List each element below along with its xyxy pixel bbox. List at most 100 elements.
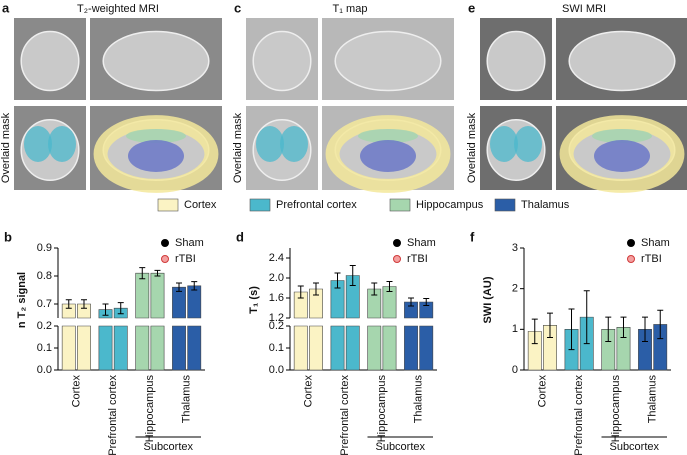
mask-prefrontal: [24, 126, 52, 162]
error-bar: [349, 265, 356, 286]
error-bar: [642, 316, 649, 343]
error-bar: [176, 282, 183, 292]
error-bar: [297, 285, 304, 299]
error-bar: [531, 318, 538, 345]
brain: [20, 30, 80, 92]
legend-label: Sham: [641, 237, 670, 249]
mask-thalamus: [360, 140, 416, 172]
error-bar: [657, 309, 664, 340]
error-bar: [423, 298, 430, 306]
mask-hippocampus: [592, 129, 652, 143]
bar: [367, 288, 382, 371]
y-axis-label: T₁ (s): [248, 286, 260, 314]
y-tick-label: 0.9: [37, 242, 52, 254]
y-tick-label: 0.1: [37, 342, 52, 354]
bar: [98, 309, 113, 371]
brain: [102, 30, 210, 92]
panel-label: b: [4, 229, 12, 244]
x-tick-label: Cortex: [302, 375, 314, 408]
x-tick-label: Hippocampus: [144, 375, 156, 443]
y-tick-label: 2.4: [269, 252, 284, 264]
legend-label: Sham: [407, 237, 436, 249]
x-tick-label: Cortex: [536, 375, 548, 408]
legend-marker: [393, 239, 401, 247]
y-tick-label: 1.2: [269, 312, 284, 324]
error-bar: [154, 269, 161, 277]
legend-label: Cortex: [184, 199, 217, 211]
mask-thalamus: [594, 140, 650, 172]
error-bar: [312, 282, 319, 296]
mask-hippocampus: [126, 129, 186, 143]
bar: [330, 280, 345, 371]
error-bar: [102, 303, 109, 316]
brain: [568, 30, 676, 92]
brain: [252, 30, 312, 92]
bar: [135, 272, 150, 371]
y-tick-label: 1: [512, 323, 518, 335]
error-bar: [568, 308, 575, 351]
error-bar: [583, 290, 590, 345]
y-tick-label: 0.1: [269, 342, 284, 354]
bar: [527, 331, 542, 371]
bar: [61, 303, 76, 371]
y-axis-label: n T₂ signal: [16, 272, 28, 328]
error-bar: [605, 316, 612, 343]
mask-prefrontal: [514, 126, 542, 162]
bar: [638, 329, 652, 371]
legend-swatch: [249, 198, 271, 212]
bar: [601, 329, 616, 371]
panel-label: a: [2, 0, 10, 15]
bar: [419, 301, 434, 371]
bar: [653, 324, 668, 371]
legend-swatch: [157, 198, 179, 212]
bar: [150, 272, 165, 371]
bar: [172, 286, 186, 371]
legend-marker: [161, 239, 169, 247]
bar: [616, 327, 631, 371]
y-tick-label: 2: [512, 283, 518, 295]
legend-label: rTBI: [407, 253, 428, 265]
legend-label: Thalamus: [521, 199, 570, 211]
y-tick-label: 0.7: [37, 298, 52, 310]
legend-label: Prefrontal cortex: [276, 199, 357, 211]
legend-label: rTBI: [641, 253, 662, 265]
panel-label: c: [234, 0, 241, 15]
bar: [77, 303, 91, 371]
bar: [309, 288, 323, 371]
x-tick-label: Cortex: [70, 375, 82, 408]
bar: [345, 275, 360, 371]
bar: [293, 291, 308, 371]
y-tick-label: 0: [512, 364, 518, 376]
brain: [334, 30, 442, 92]
error-bar: [139, 267, 146, 280]
mask-prefrontal: [280, 126, 308, 162]
legend-label: Sham: [175, 237, 204, 249]
x-tick-label: Hippocampus: [376, 375, 388, 443]
panel-title: T₁ map: [333, 3, 368, 15]
mask-cortex: [325, 115, 451, 193]
y-axis-label: SWI (AU): [482, 276, 494, 323]
error-bar: [371, 282, 378, 296]
error-bar: [117, 302, 124, 315]
panel-label: e: [468, 0, 475, 15]
y-tick-label: 2.0: [269, 272, 284, 284]
legend-marker: [627, 255, 635, 263]
panel-title: T₂-weighted MRI: [77, 3, 159, 15]
x-tick-label: Prefrontal cortex: [339, 375, 351, 455]
error-bar: [620, 316, 627, 338]
row-label: Overlaid mask: [466, 112, 478, 183]
mask-hippocampus: [358, 129, 418, 143]
group-label: Subcortex: [375, 441, 425, 453]
group-label: Subcortex: [609, 441, 659, 453]
y-tick-label: 0.2: [269, 320, 284, 332]
mask-cortex: [559, 115, 685, 193]
error-bar: [546, 312, 553, 338]
legend-label: rTBI: [175, 253, 196, 265]
bar: [404, 301, 418, 371]
y-tick-label: 0.8: [37, 270, 52, 282]
x-tick-label: Thalamus: [413, 375, 425, 424]
error-bar: [386, 281, 393, 292]
mask-cortex: [93, 115, 219, 193]
error-bar: [80, 299, 87, 309]
